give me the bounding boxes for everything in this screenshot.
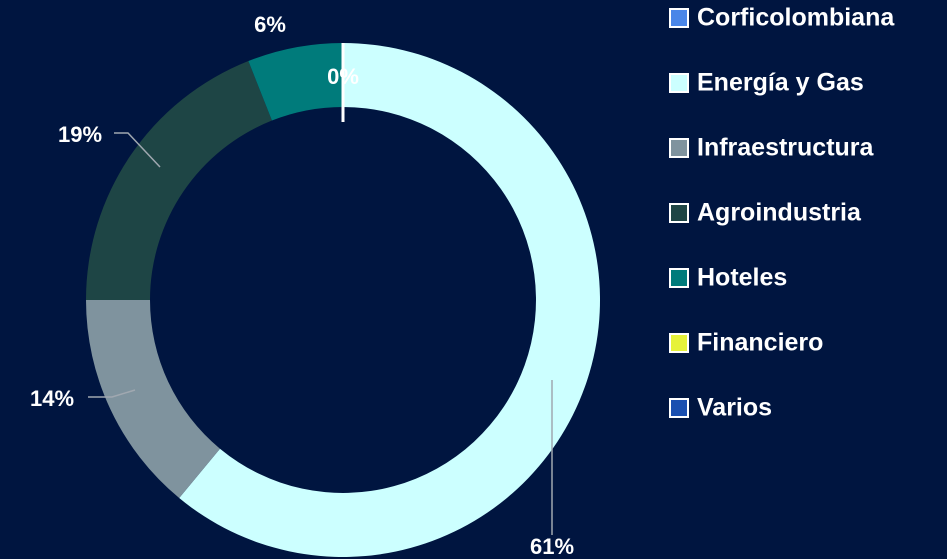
legend-label: Financiero: [697, 329, 823, 357]
donut-slice: [86, 300, 220, 499]
legend-swatch: [669, 73, 689, 93]
legend-label: Infraestructura: [697, 134, 875, 162]
data-label: 6%: [254, 12, 286, 37]
legend-swatch: [669, 333, 689, 353]
donut-slice: [248, 43, 343, 121]
data-label: 14%: [30, 386, 74, 411]
legend-label: Varios: [697, 394, 772, 422]
legend-swatch: [669, 203, 689, 223]
data-label: 0%: [327, 64, 359, 89]
legend-label: Corficolombiana: [697, 4, 895, 32]
legend-swatch: [669, 8, 689, 28]
legend-swatch: [669, 398, 689, 418]
data-label: 61%: [530, 534, 574, 559]
legend-label: Energía y Gas: [697, 69, 864, 97]
donut-slice: [86, 61, 272, 301]
leader-line: [88, 389, 136, 398]
leader-line: [114, 132, 161, 168]
legend-label: Agroindustria: [697, 199, 862, 227]
legend-label: Hoteles: [697, 264, 787, 292]
data-label: 19%: [58, 122, 102, 147]
legend-swatch: [669, 268, 689, 288]
legend-swatch: [669, 138, 689, 158]
donut-slice: [179, 43, 601, 557]
